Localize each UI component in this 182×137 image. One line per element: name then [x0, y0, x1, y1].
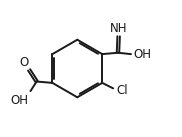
Text: NH: NH — [110, 22, 127, 35]
Text: O: O — [19, 56, 28, 69]
Text: Cl: Cl — [117, 84, 128, 97]
Text: OH: OH — [133, 48, 151, 61]
Text: OH: OH — [10, 94, 28, 107]
